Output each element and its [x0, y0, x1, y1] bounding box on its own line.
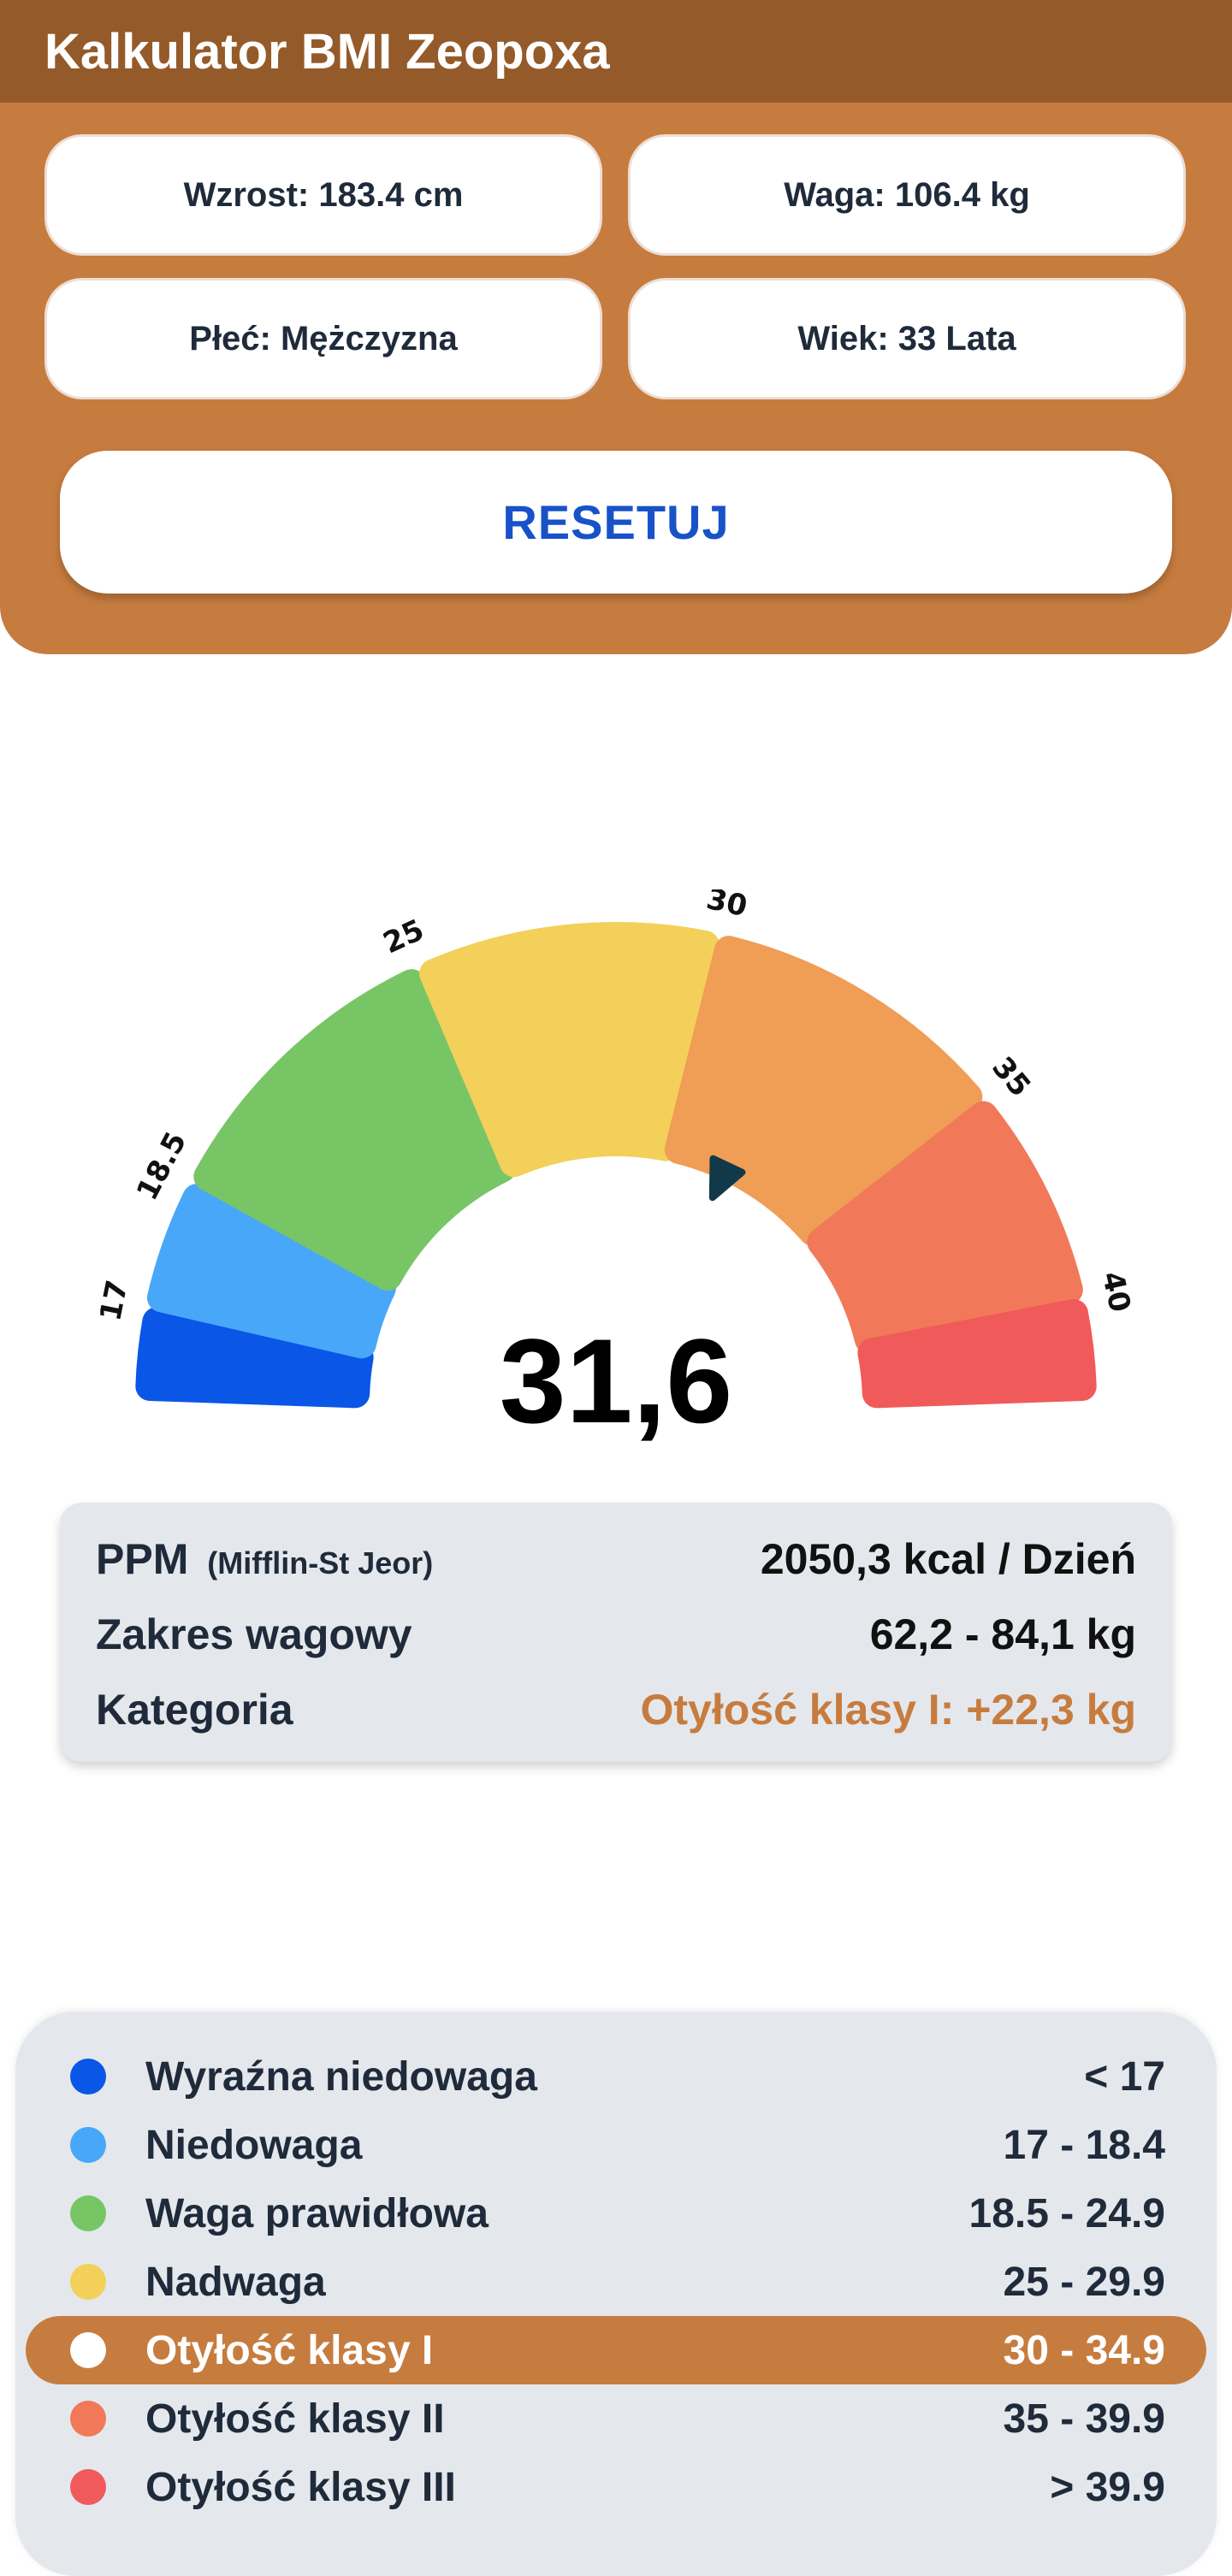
- legend-range: 35 - 39.9: [1003, 2396, 1165, 2442]
- category-label: Kategoria: [96, 1686, 293, 1734]
- legend-row: Nadwaga 25 - 29.9: [26, 2248, 1206, 2316]
- age-field-label: Wiek: 33 Lata: [797, 319, 1016, 357]
- legend-card: Wyraźna niedowaga < 17 Niedowaga 17 - 18…: [15, 2012, 1217, 2576]
- gauge-segment: [419, 922, 720, 1178]
- legend-name: Waga prawidłowa: [145, 2190, 489, 2236]
- sex-field[interactable]: Płeć: Mężczyzna: [44, 278, 602, 399]
- gauge-tick-label: 17: [93, 1278, 135, 1324]
- legend-dot: [70, 2469, 106, 2505]
- reset-button[interactable]: RESETUJ: [60, 451, 1172, 594]
- legend-dot: [70, 2127, 106, 2163]
- gauge-segment: [857, 1299, 1097, 1409]
- input-panel: Wzrost: 183.4 cm Waga: 106.4 kg Płeć: Mę…: [0, 103, 1232, 654]
- legend-name: Nadwaga: [145, 2259, 326, 2305]
- gauge-segment: [193, 969, 517, 1291]
- category-row: Kategoria Otyłość klasy I: +22,3 kg: [96, 1675, 1136, 1744]
- gauge-segment: [807, 1101, 1083, 1355]
- ppm-label-text: PPM: [96, 1535, 189, 1583]
- legend-name: Otyłość klasy I: [145, 2327, 434, 2373]
- legend-dot: [70, 2264, 106, 2300]
- legend-row: Otyłość klasy III > 39.9: [26, 2453, 1206, 2521]
- legend-row: Wyraźna niedowaga < 17: [26, 2042, 1206, 2111]
- height-field[interactable]: Wzrost: 183.4 cm: [44, 134, 602, 256]
- weight-field[interactable]: Waga: 106.4 kg: [628, 134, 1186, 256]
- legend-name: Wyraźna niedowaga: [145, 2053, 537, 2100]
- ppm-value: 2050,3 kcal / Dzień: [760, 1535, 1136, 1583]
- category-value: Otyłość klasy I: +22,3 kg: [640, 1686, 1137, 1734]
- bmi-value: 31,6: [499, 1314, 733, 1448]
- weight-range-value: 62,2 - 84,1 kg: [869, 1610, 1136, 1658]
- legend-range: 30 - 34.9: [1003, 2327, 1165, 2373]
- legend-row: Waga prawidłowa 18.5 - 24.9: [26, 2179, 1206, 2248]
- gauge-segment: [146, 1184, 396, 1359]
- sex-field-label: Płeć: Mężczyzna: [189, 319, 458, 357]
- app-bar: Kalkulator BMI Zeopoxa: [0, 0, 1232, 103]
- legend-range: 18.5 - 24.9: [968, 2190, 1166, 2236]
- gauge-tick-label: 40: [1095, 1268, 1137, 1315]
- legend-dot: [70, 2332, 106, 2368]
- height-field-label: Wzrost: 183.4 cm: [183, 175, 464, 214]
- legend-name: Otyłość klasy II: [145, 2396, 445, 2442]
- legend-range: 25 - 29.9: [1003, 2259, 1165, 2305]
- legend-range: 17 - 18.4: [1003, 2122, 1165, 2168]
- legend-dot: [70, 2401, 106, 2437]
- weight-field-label: Waga: 106.4 kg: [784, 175, 1030, 214]
- app-title: Kalkulator BMI Zeopoxa: [44, 23, 610, 80]
- legend-range: > 39.9: [1050, 2464, 1165, 2510]
- gauge-pointer-icon: [708, 1155, 746, 1202]
- gauge-tick-label: 30: [703, 889, 750, 924]
- ppm-label: PPM (Mifflin-St Jeor): [96, 1534, 433, 1584]
- legend-range: < 17: [1084, 2053, 1165, 2100]
- ppm-sublabel: (Mifflin-St Jeor): [207, 1545, 434, 1580]
- info-card: PPM (Mifflin-St Jeor) 2050,3 kcal / Dzie…: [60, 1503, 1172, 1762]
- gauge-tick-label: 25: [378, 913, 429, 960]
- weight-range-label: Zakres wagowy: [96, 1610, 412, 1658]
- legend-dot: [70, 2059, 106, 2094]
- age-field[interactable]: Wiek: 33 Lata: [628, 278, 1186, 399]
- ppm-row: PPM (Mifflin-St Jeor) 2050,3 kcal / Dzie…: [96, 1525, 1136, 1593]
- legend-row: Otyłość klasy II 35 - 39.9: [26, 2384, 1206, 2453]
- legend-row: Niedowaga 17 - 18.4: [26, 2111, 1206, 2179]
- legend-name: Otyłość klasy III: [145, 2464, 456, 2510]
- legend-row-active: Otyłość klasy I 30 - 34.9: [26, 2316, 1206, 2384]
- gauge-tick-label: 35: [985, 1050, 1037, 1103]
- weight-range-row: Zakres wagowy 62,2 - 84,1 kg: [96, 1600, 1136, 1669]
- legend-name: Niedowaga: [145, 2122, 363, 2168]
- legend-dot: [70, 2195, 106, 2231]
